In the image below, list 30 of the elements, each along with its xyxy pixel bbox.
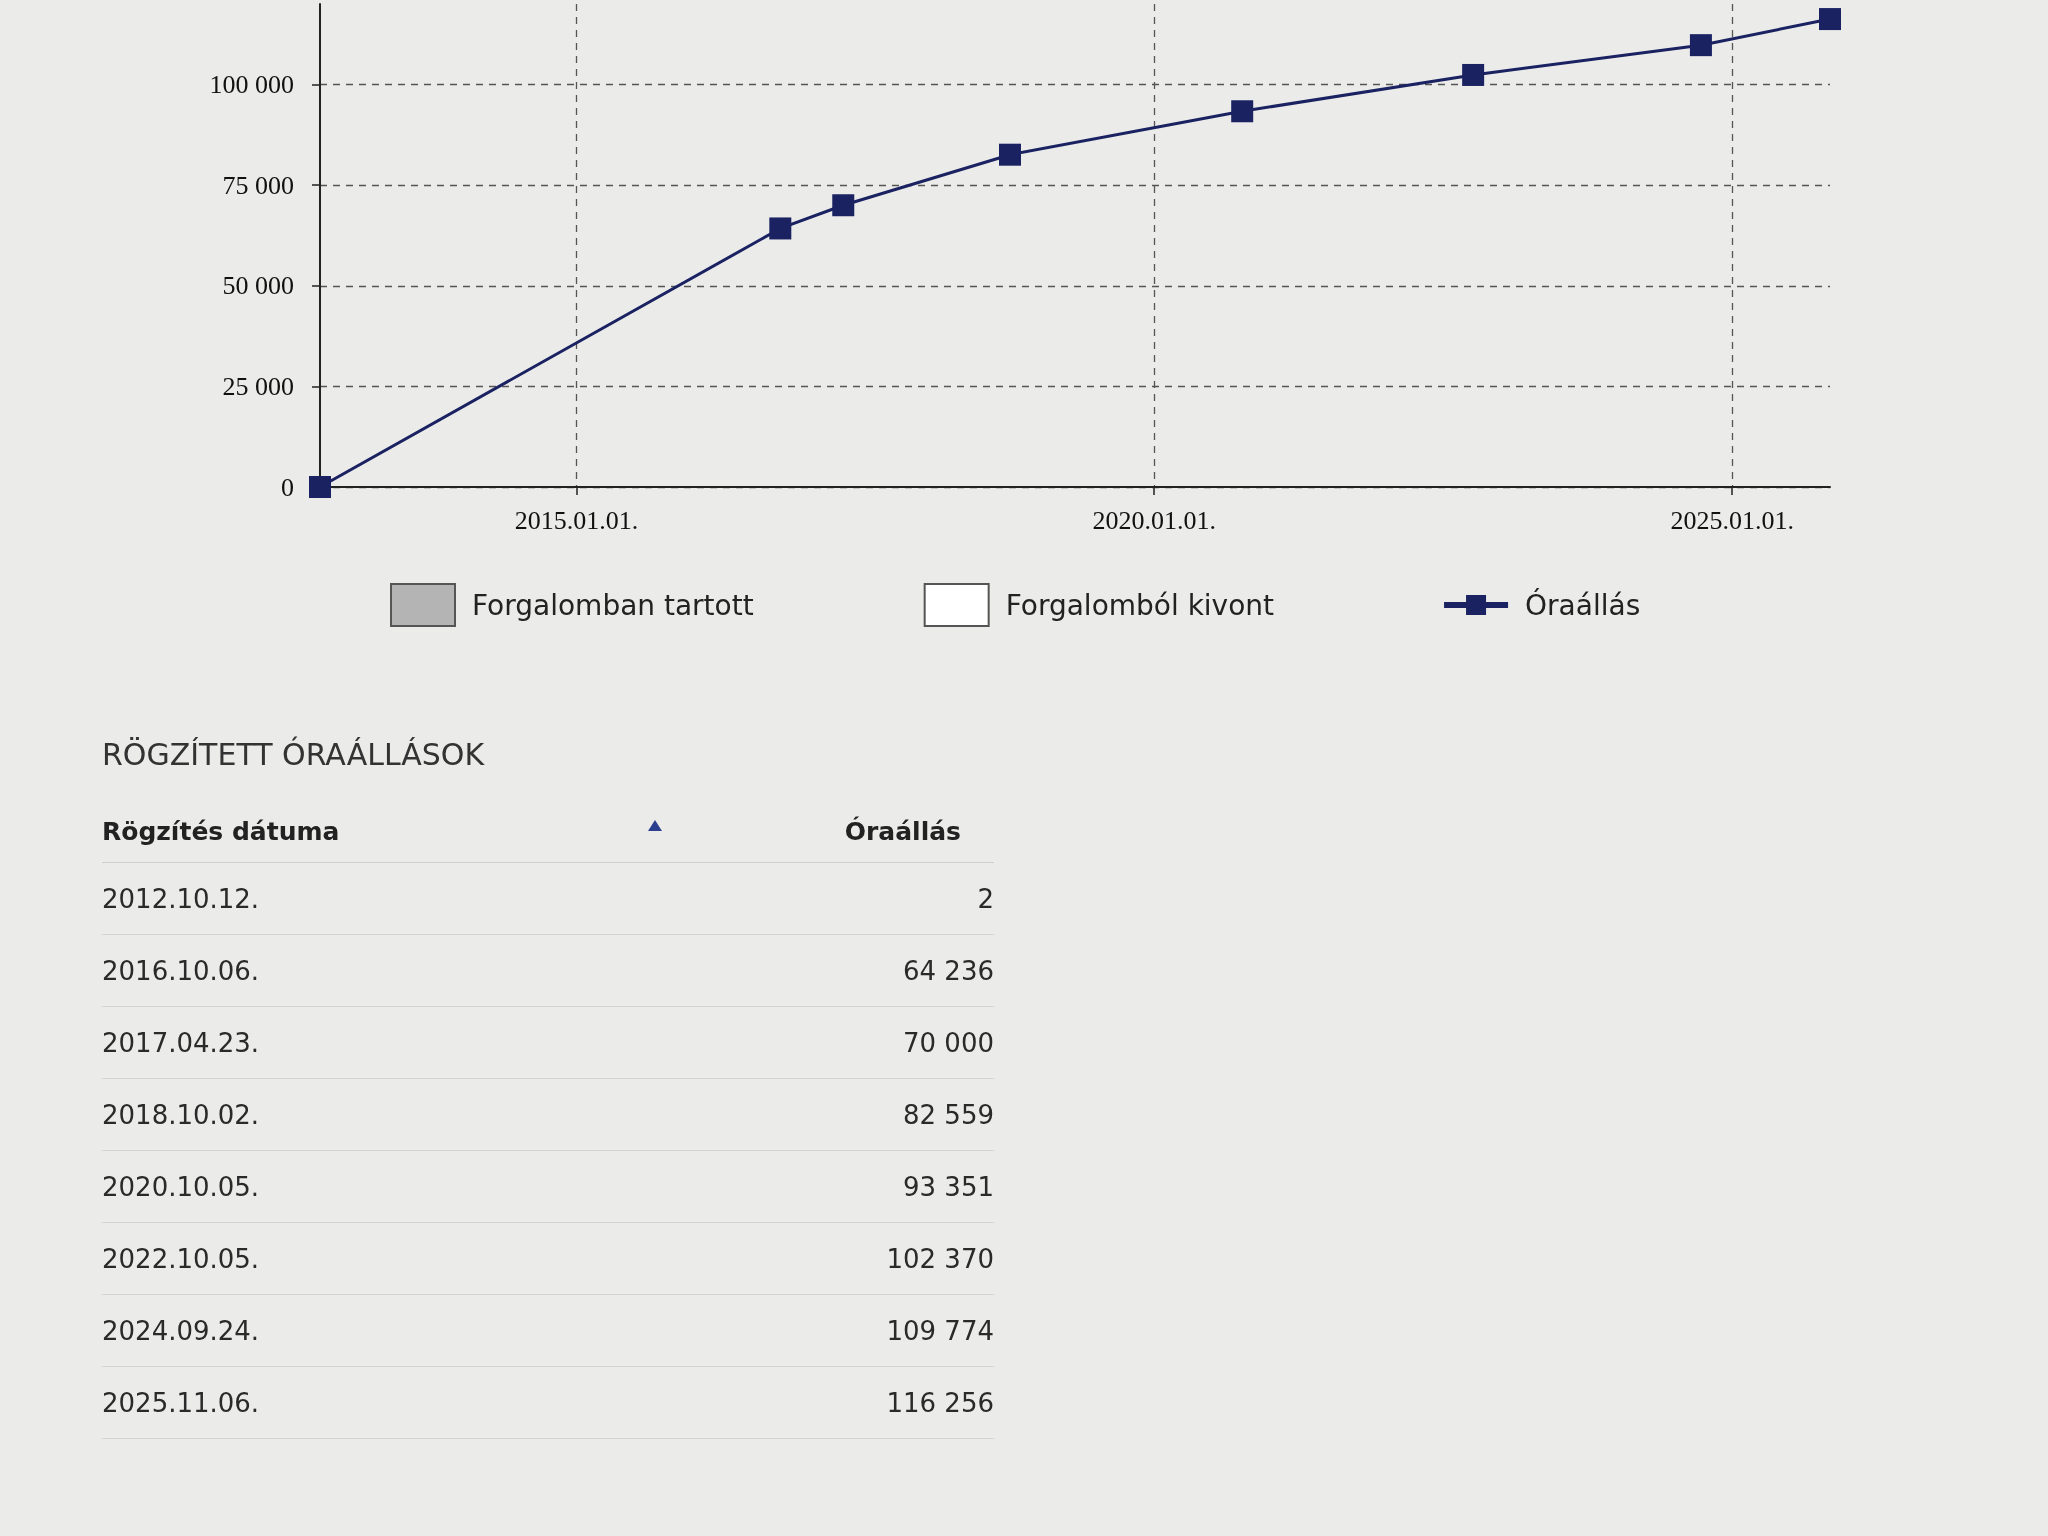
y-tick-label: 100 000 [209,70,294,99]
text: 2017.04.23. [102,1006,702,1079]
text: 2025.11.06. [102,1366,702,1439]
text: Óraállás [702,800,994,863]
text: 64 236 [702,934,994,1007]
text: 2012.10.12. [102,862,702,935]
legend-label: Óraállás [1525,587,1641,622]
x-tick-label: 2025.01.01. [1670,505,1794,535]
legend-label: Forgalomban tartott [472,588,754,622]
text: RÖGZÍTETT ÓRAÁLLÁSOK [102,737,486,773]
text: 2020.10.05. [102,1150,702,1223]
text: 70 000 [702,1006,994,1079]
text: 2 [702,862,994,935]
y-tick-label: 25 000 [222,371,294,401]
x-tick-label: 2020.01.01. [1092,505,1216,535]
text: 82 559 [702,1078,994,1151]
y-tick-label: 0 [281,472,294,502]
x-tick-label: 2015.01.01. [514,505,639,535]
text: 93 351 [702,1150,994,1223]
text: Rögzítés dátuma [102,816,340,846]
text: 2022.10.05. [102,1222,702,1295]
legend-label: Forgalomból kivont [1005,588,1275,622]
text: 116 256 [702,1366,994,1439]
y-tick-label: 75 000 [222,170,294,200]
text: 2016.10.06. [102,934,702,1007]
text: 2018.10.02. [102,1078,702,1151]
text: 102 370 [702,1222,994,1295]
y-tick-label: 50 000 [222,271,294,301]
text: 109 774 [702,1294,994,1367]
text: 2024.09.24. [102,1294,702,1367]
